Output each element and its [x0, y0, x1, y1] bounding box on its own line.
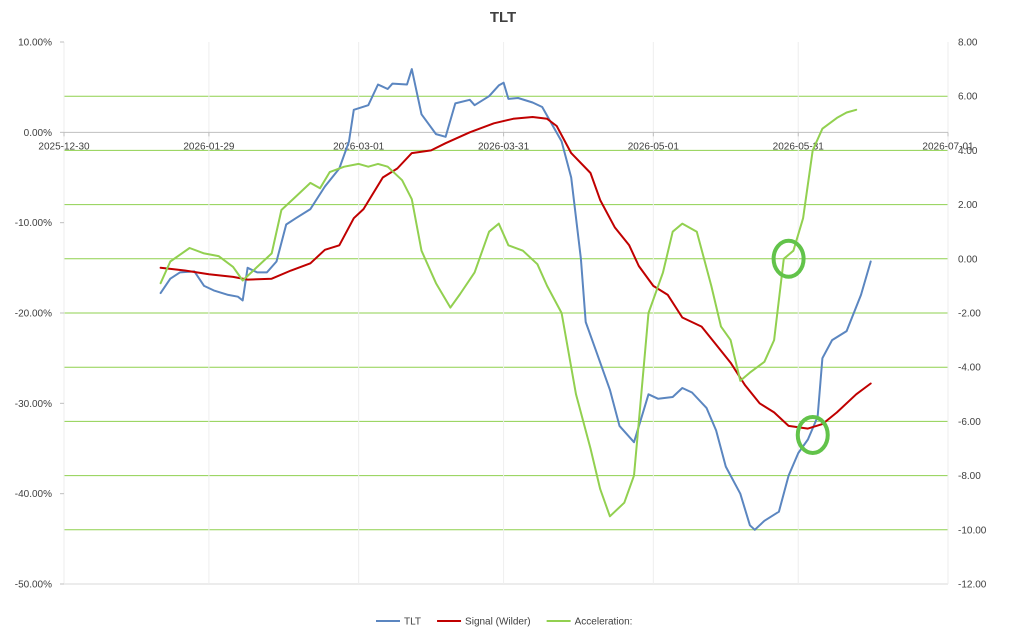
legend-label-acceleration: Acceleration:	[575, 617, 633, 628]
y-right-tick-label: 2.00	[958, 200, 978, 211]
y-right-tick-label: -4.00	[958, 363, 981, 374]
x-tick-label: 2026-05-31	[773, 141, 825, 152]
series-line-signal-wilder	[159, 116, 872, 430]
y-axis-left: 10.00% 0.00% -10.00% -20.00% -30.00% -40.00% -…	[15, 38, 64, 591]
x-tick-label: 2026-03-01	[333, 141, 385, 152]
x-tick-label: 2025-12-30	[38, 141, 90, 152]
y-right-tick-label: -10.00	[958, 525, 987, 536]
series-line-tlt	[159, 68, 872, 531]
y-left-tick-label: -10.00%	[15, 218, 52, 229]
y-left-tick-label: -40.00%	[15, 489, 52, 500]
series-group	[159, 68, 872, 531]
legend-label-signal-wilder: Signal (Wilder)	[465, 617, 531, 628]
y-right-tick-label: -2.00	[958, 309, 981, 320]
y-left-tick-label: -50.00%	[15, 580, 52, 591]
y-right-tick-label: 4.00	[958, 146, 978, 157]
series-line-acceleration	[159, 108, 858, 518]
annotations	[771, 238, 830, 455]
y-left-tick-label: 0.00%	[24, 128, 52, 139]
y-right-tick-label: -8.00	[958, 471, 981, 482]
legend-label-tlt: TLT	[404, 617, 421, 628]
y-right-tick-label: -6.00	[958, 417, 981, 428]
highlight-circle-2	[795, 414, 830, 455]
x-tick-label: 2026-07-01	[922, 141, 974, 152]
y-right-tick-label: 6.00	[958, 92, 978, 103]
x-tick-label: 2026-03-31	[478, 141, 530, 152]
y-right-tick-label: 0.00	[958, 254, 978, 265]
chart-title: TLT	[490, 9, 516, 26]
y-right-tick-label: -12.00	[958, 580, 987, 591]
highlight-circle-1	[771, 238, 806, 279]
y-left-tick-label: 10.00%	[18, 38, 52, 49]
y-left-tick-label: -30.00%	[15, 399, 52, 410]
x-axis: 2025-12-30 2026-01-29 2026-03-01 2026-03-31…	[38, 131, 974, 152]
x-tick-label: 2026-05-01	[628, 141, 680, 152]
legend: TLT Signal (Wilder) Acceleration:	[376, 617, 632, 628]
y-axis-right: 8.00 6.00 4.00 2.00 0.00 -2.00 -4.00 -6.00 -8.00…	[958, 38, 987, 591]
y-left-tick-label: -20.00%	[15, 309, 52, 320]
x-tick-label: 2026-01-29	[183, 141, 235, 152]
grid-lines	[63, 42, 949, 585]
y-right-tick-label: 8.00	[958, 38, 978, 49]
